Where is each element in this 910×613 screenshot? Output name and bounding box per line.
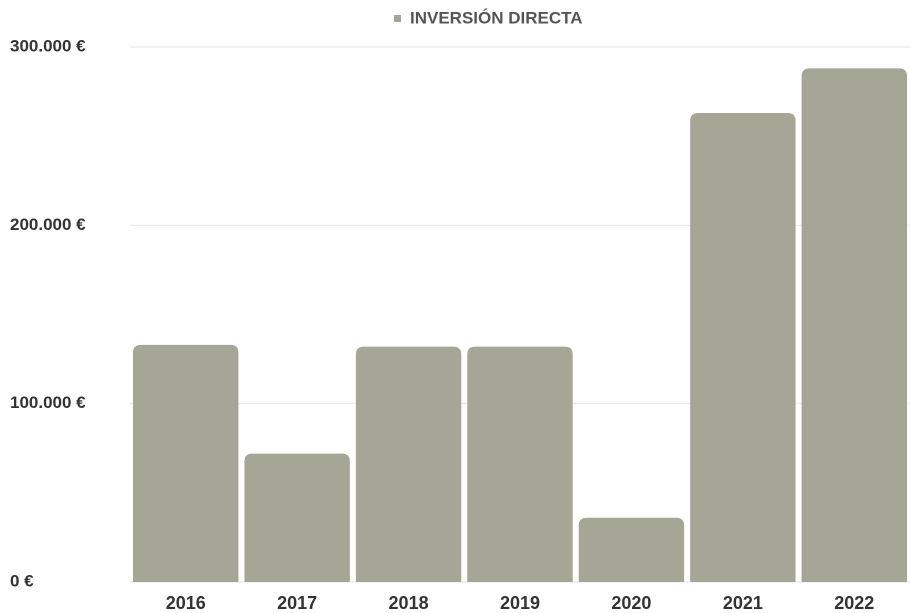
x-tick-label: 2017 (277, 593, 317, 613)
y-tick-label: 300.000 € (10, 36, 86, 55)
x-tick-label: 2019 (500, 593, 540, 613)
bar (690, 112, 796, 582)
bar (355, 346, 462, 582)
x-tick-label: 2021 (723, 593, 763, 613)
bar (467, 346, 573, 582)
x-tick-label: 2022 (834, 593, 874, 613)
x-tick-label: 2020 (611, 593, 651, 613)
bar (133, 344, 239, 582)
y-tick-label: 100.000 € (10, 393, 86, 412)
legend-marker (394, 15, 401, 22)
y-tick-label: 200.000 € (10, 215, 86, 234)
legend-label: INVERSIÓN DIRECTA (410, 8, 583, 27)
y-tick-label: 0 € (10, 571, 34, 590)
bar (801, 68, 907, 582)
x-tick-label: 2016 (166, 593, 206, 613)
x-tick-label: 2018 (389, 593, 429, 613)
bar (244, 453, 350, 582)
bar (578, 517, 685, 582)
